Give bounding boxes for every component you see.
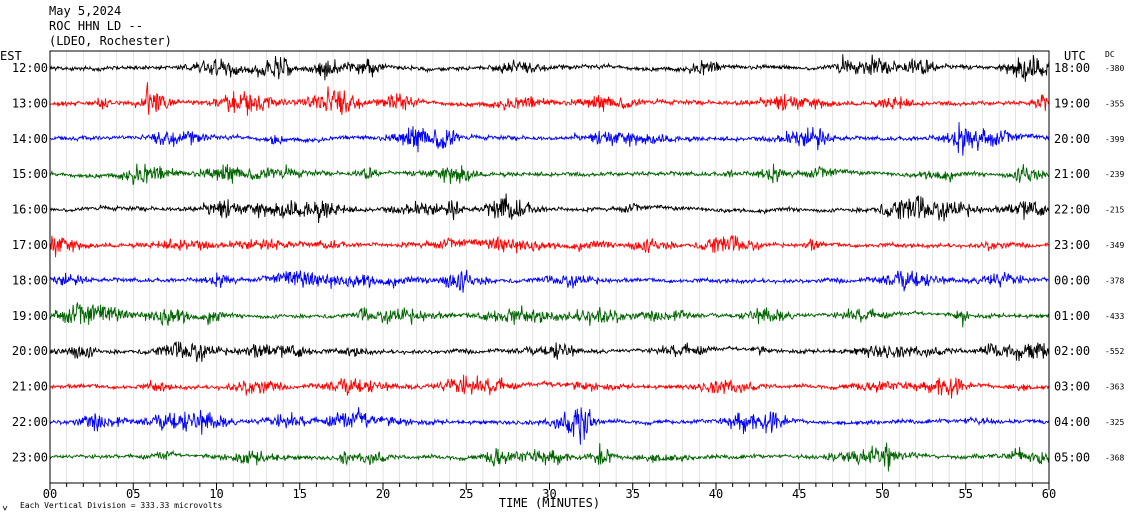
utc-tick-label: 04:00 <box>1054 415 1090 429</box>
x-tick-label: 05 <box>126 487 140 501</box>
trace-line <box>49 235 1049 258</box>
utc-tick-label: 23:00 <box>1054 238 1090 252</box>
est-tick-label: 19:00 <box>12 309 48 323</box>
scale-note: Each Vertical Division = 333.33 microvol… <box>20 501 222 510</box>
est-tick-label: 12:00 <box>12 61 48 75</box>
trace-line <box>49 269 1050 293</box>
x-tick-label: 35 <box>626 487 640 501</box>
utc-tick-label: 21:00 <box>1054 167 1090 181</box>
utc-tick-label: 02:00 <box>1054 344 1090 358</box>
x-tick-label: 55 <box>959 487 973 501</box>
utc-tick-label: 01:00 <box>1054 309 1090 323</box>
x-tick-label: 15 <box>293 487 307 501</box>
minute-grid <box>66 51 1033 483</box>
trace-line <box>49 442 1050 472</box>
dc-offset-label: -325 <box>1105 418 1124 427</box>
x-tick-label: 45 <box>792 487 806 501</box>
est-tick-label: 15:00 <box>12 167 48 181</box>
utc-tick-label: 22:00 <box>1054 203 1090 217</box>
utc-tick-label: 03:00 <box>1054 380 1090 394</box>
est-tick-label: 20:00 <box>12 344 48 358</box>
x-tick-label: 50 <box>875 487 889 501</box>
trace-line <box>49 407 1050 445</box>
dc-offset-label: -380 <box>1105 64 1124 73</box>
dc-offset-label: -239 <box>1105 170 1124 179</box>
est-tick-label: 18:00 <box>12 273 48 287</box>
dc-offset-label: -399 <box>1105 135 1124 144</box>
dc-offset-label: -433 <box>1105 312 1124 321</box>
dc-offset-label: -349 <box>1105 241 1124 250</box>
trace-line <box>49 341 1050 363</box>
utc-tick-label: 18:00 <box>1054 61 1090 75</box>
network-name: (LDEO, Rochester) <box>49 34 172 48</box>
x-axis-label: TIME (MINUTES) <box>499 496 600 510</box>
trace-line <box>49 54 1050 82</box>
trace-line <box>49 82 1050 116</box>
trace-line <box>49 374 1050 399</box>
trace-line <box>49 163 1050 186</box>
est-tick-label: 22:00 <box>12 415 48 429</box>
x-tick-label: 20 <box>376 487 390 501</box>
x-tick-label: 00 <box>43 487 57 501</box>
scale-icon <box>2 505 8 511</box>
est-tick-label: 17:00 <box>12 238 48 252</box>
x-tick-label: 25 <box>459 487 473 501</box>
x-tick-label: 60 <box>1042 487 1056 501</box>
station-code: ROC HHN LD -- <box>49 19 143 33</box>
x-tick-label: 10 <box>209 487 223 501</box>
x-tick-label: 40 <box>709 487 723 501</box>
est-axis-label: EST <box>0 49 22 63</box>
utc-tick-label: 00:00 <box>1054 273 1090 287</box>
dc-header-label: DC <box>1105 50 1115 59</box>
dc-offset-label: -552 <box>1105 347 1124 356</box>
est-tick-label: 14:00 <box>12 132 48 146</box>
trace-line <box>49 122 1050 156</box>
dc-offset-label: -355 <box>1105 99 1124 108</box>
trace-line <box>50 193 1050 224</box>
utc-axis-label: UTC <box>1064 49 1086 63</box>
dc-offset-label: -363 <box>1105 383 1124 392</box>
x-ticks <box>49 483 1050 490</box>
utc-tick-label: 20:00 <box>1054 132 1090 146</box>
est-tick-label: 13:00 <box>12 96 48 110</box>
est-tick-label: 23:00 <box>12 450 48 464</box>
trace-line <box>49 301 1050 328</box>
utc-tick-label: 19:00 <box>1054 96 1090 110</box>
chart-date: May 5,2024 <box>49 4 122 18</box>
est-tick-label: 21:00 <box>12 380 48 394</box>
x-tick-label: 30 <box>542 487 556 501</box>
est-tick-label: 16:00 <box>12 203 48 217</box>
utc-tick-label: 05:00 <box>1054 450 1090 464</box>
dc-offset-label: -368 <box>1105 453 1124 462</box>
dc-offset-label: -378 <box>1105 276 1124 285</box>
dc-offset-label: -215 <box>1105 206 1124 215</box>
